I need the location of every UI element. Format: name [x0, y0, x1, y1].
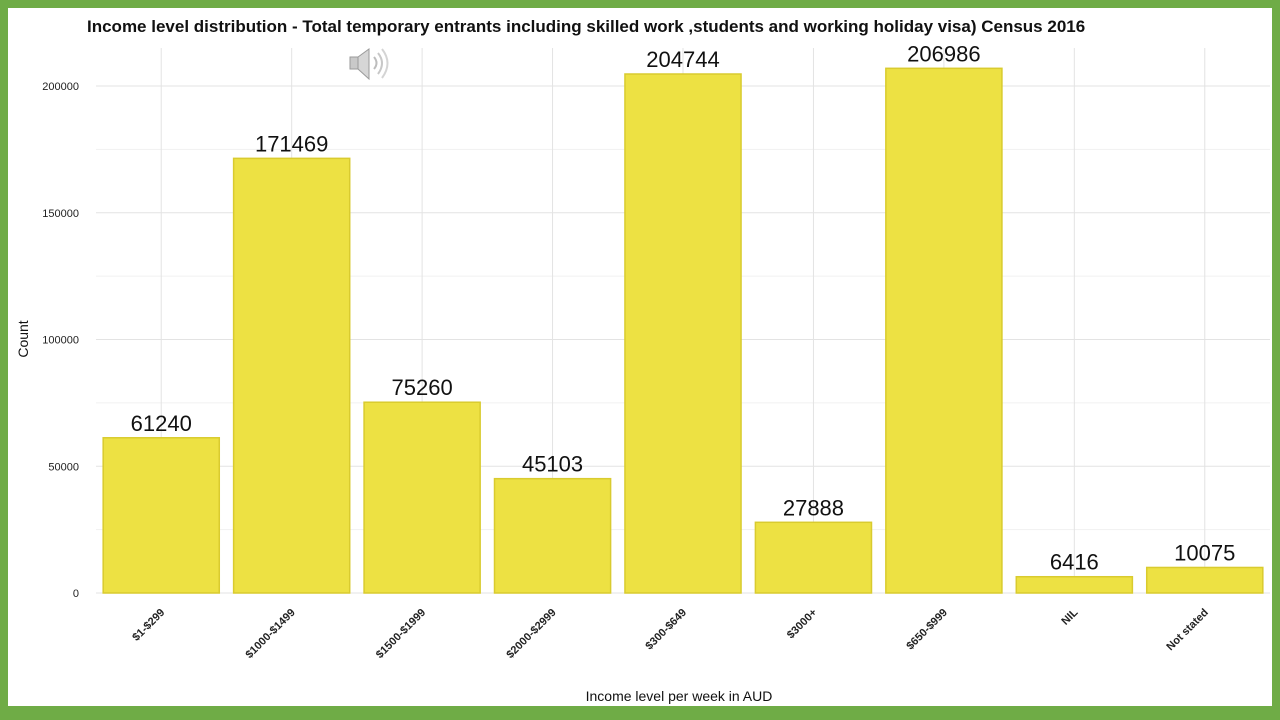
bar-value-label: 6416 [1050, 550, 1099, 575]
x-tick-label: Not stated [1164, 607, 1211, 654]
chart-title: Income level distribution - Total tempor… [87, 17, 1085, 36]
bar-value-label: 45103 [522, 452, 583, 477]
bar-value-label: 75260 [392, 375, 453, 400]
y-tick-label: 0 [73, 588, 79, 600]
bar [1145, 566, 1264, 594]
bar [232, 157, 351, 594]
x-tick-label: $3000+ [785, 607, 820, 642]
bar-value-label: 27888 [783, 495, 844, 520]
bar-value-label: 171469 [255, 131, 328, 156]
x-tick-label: $1000-$1499 [243, 607, 297, 661]
x-tick-label: $2000-$2999 [504, 607, 558, 661]
data-labels: 61240 171469 75260 45103 204744 27888 206986 64… [131, 41, 1236, 574]
x-tick-label: $1-$299 [130, 607, 167, 644]
bar-value-label: 204744 [646, 47, 719, 72]
bar-value-label: 61240 [131, 411, 192, 436]
y-tick-label: 200000 [42, 81, 79, 93]
y-axis-title: Count [15, 320, 31, 357]
speaker-icon[interactable] [349, 48, 389, 81]
bar [624, 73, 742, 594]
bar [885, 67, 1003, 594]
bar-value-label: 10075 [1174, 540, 1235, 565]
bar [363, 401, 481, 594]
y-tick-label: 50000 [48, 461, 79, 473]
bars [102, 67, 1264, 594]
x-axis-ticks: $1-$299 $1000-$1499 $1500-$1999 $2000-$2999… [130, 606, 1211, 661]
bar [102, 437, 221, 594]
x-tick-label: NIL [1059, 606, 1080, 627]
bar-value-label: 206986 [907, 41, 980, 66]
x-tick-label: $300-$649 [643, 607, 689, 653]
bar-chart: 61240 171469 75260 45103 204744 27888 206986 64… [15, 17, 1270, 704]
x-tick-label: $650-$999 [904, 607, 950, 653]
chart-frame: 61240 171469 75260 45103 204744 27888 206986 64… [8, 8, 1272, 706]
y-axis-ticks: 0 50000 100000 150000 200000 [42, 81, 79, 600]
y-tick-label: 150000 [42, 208, 79, 220]
bar [1015, 575, 1134, 594]
bar [754, 521, 873, 594]
x-axis-title: Income level per week in AUD [586, 688, 773, 704]
x-tick-label: $1500-$1999 [374, 607, 428, 661]
bar [493, 477, 612, 594]
y-tick-label: 100000 [42, 335, 79, 347]
